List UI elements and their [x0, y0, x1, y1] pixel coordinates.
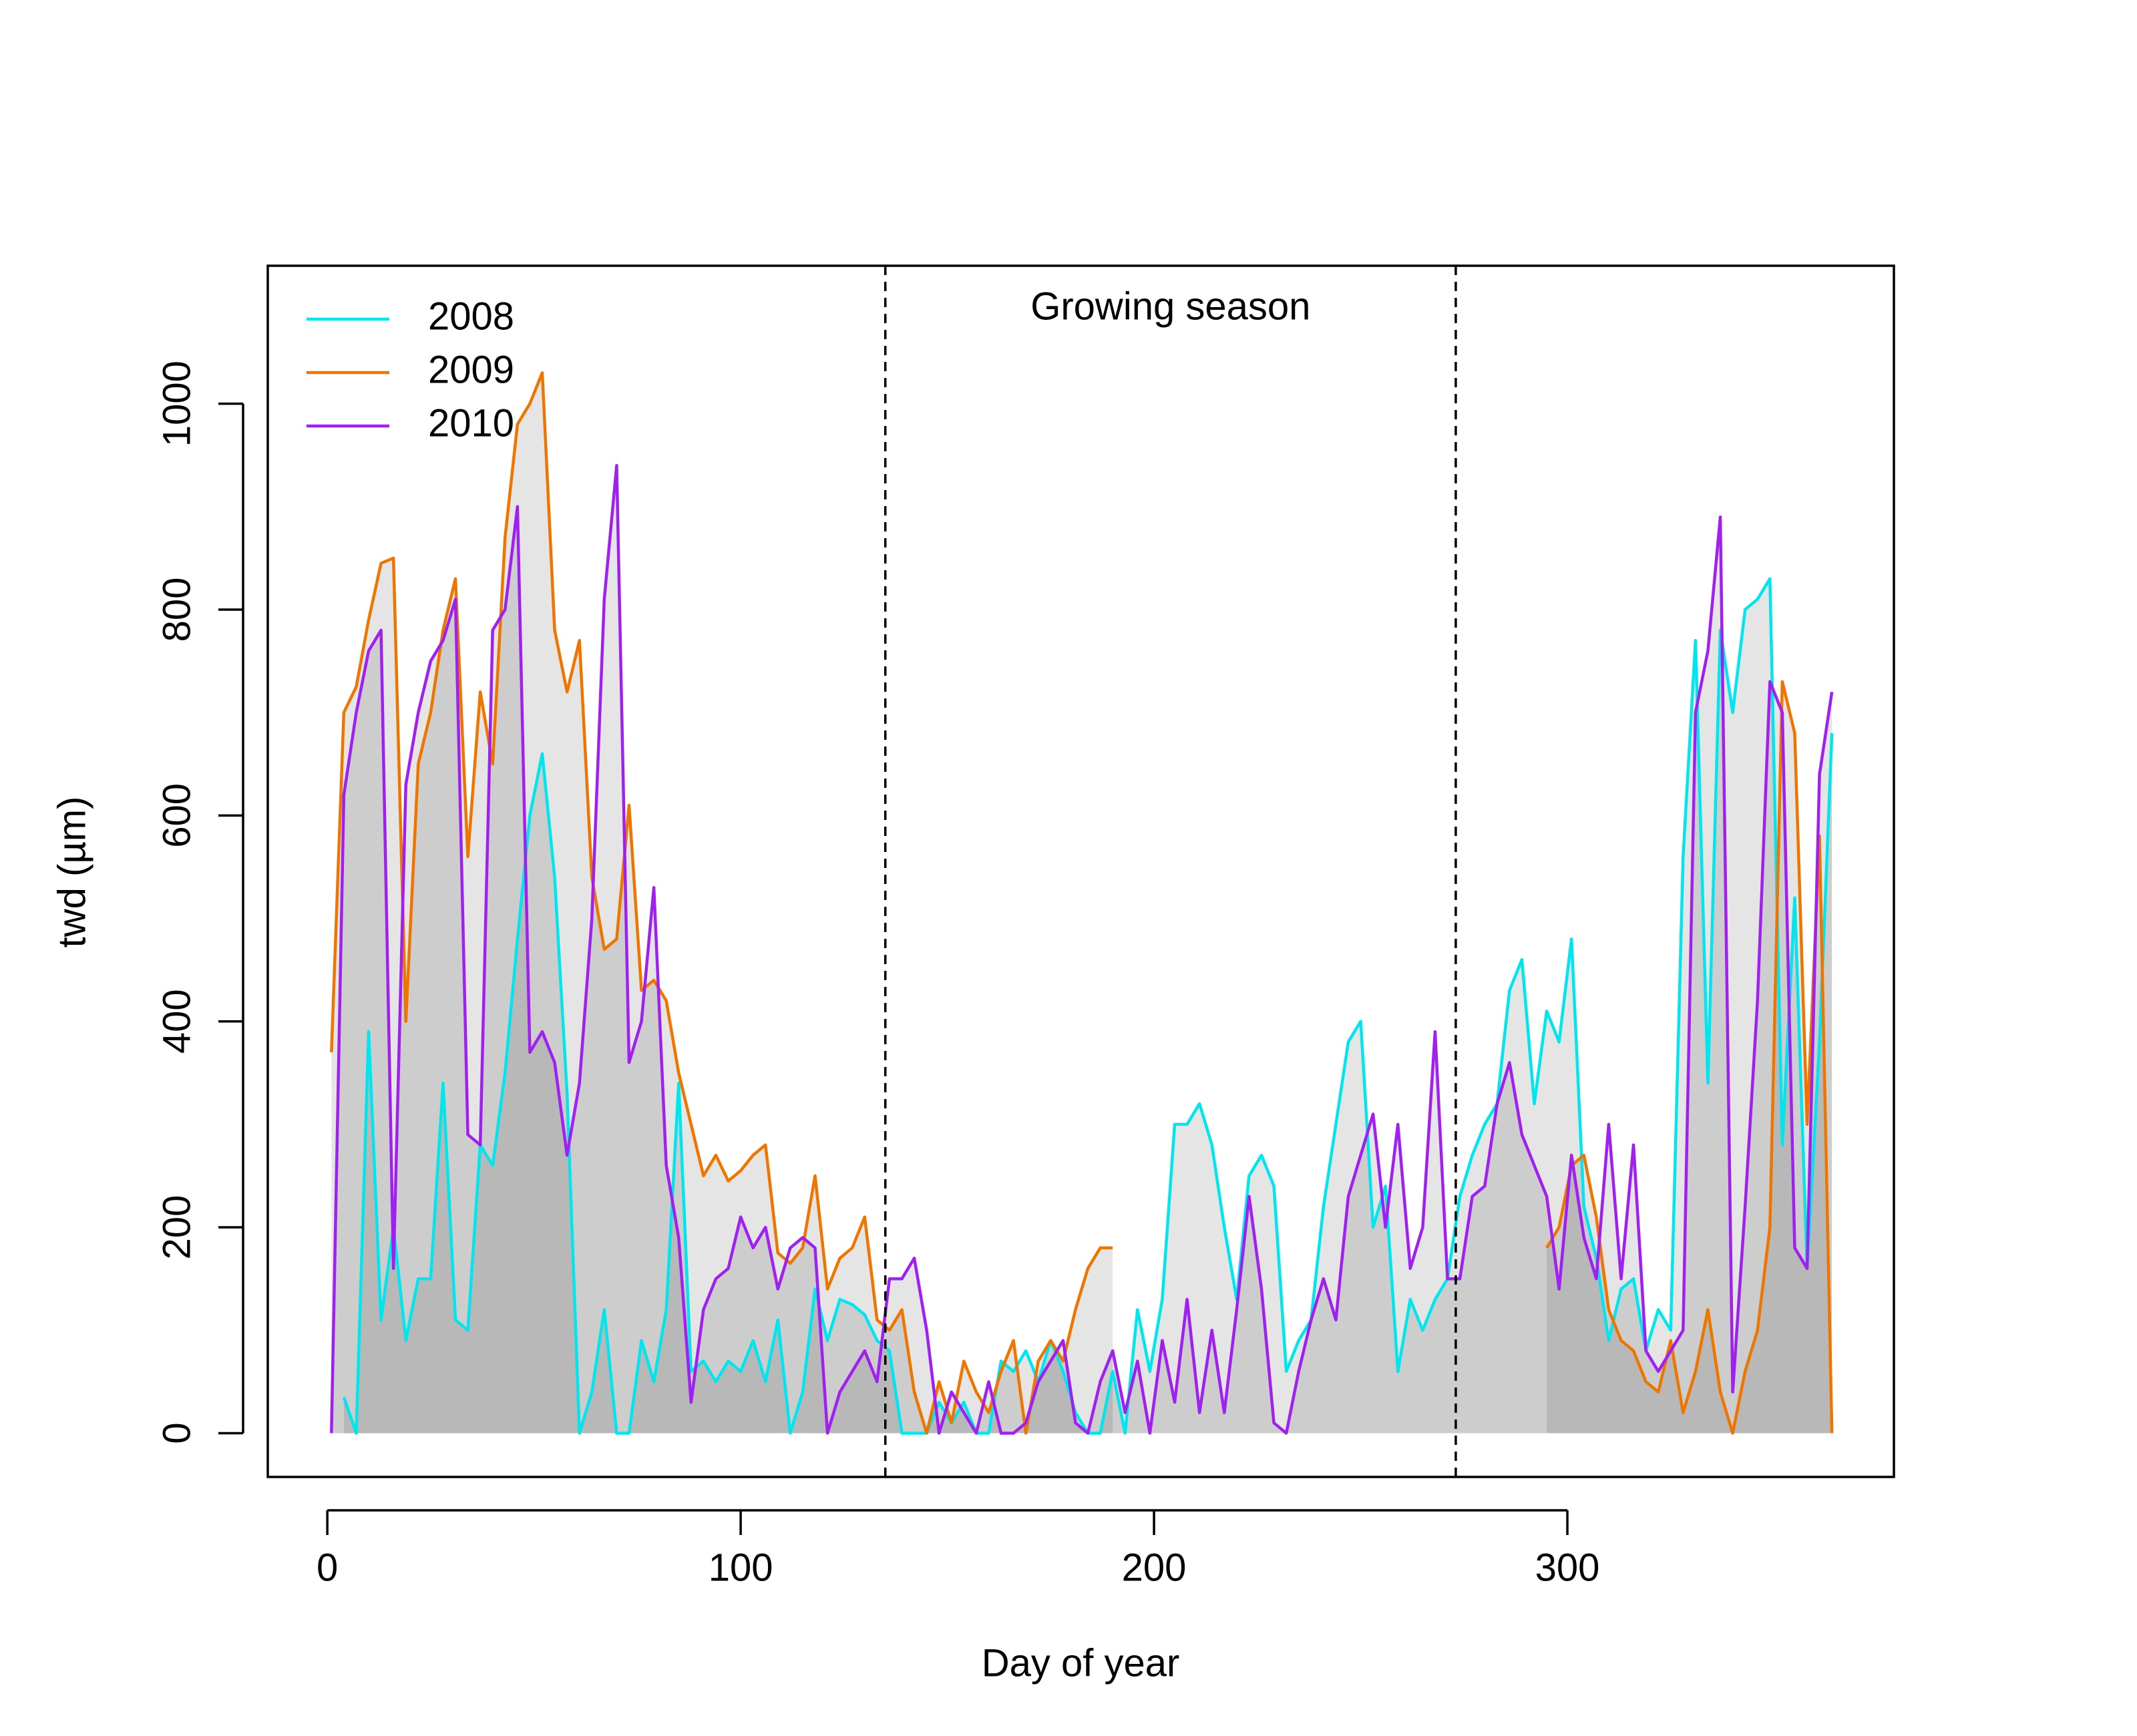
x-axis-title: Day of year: [982, 1641, 1180, 1685]
y-tick-label: 800: [155, 578, 198, 642]
y-axis-title: twd (µm): [50, 797, 93, 948]
annotation: Growing season: [1030, 284, 1310, 328]
area: [331, 465, 1832, 1434]
legend-label: 2009: [428, 348, 514, 391]
y-tick-label: 600: [155, 783, 198, 848]
x-tick-label: 0: [317, 1546, 338, 1589]
line: [330, 463, 1834, 1435]
annotations: Growing season: [884, 266, 1457, 1477]
x-tick-label: 100: [709, 1546, 773, 1589]
y-tick-label: 1000: [155, 361, 198, 447]
y-tick-label: 0: [155, 1422, 198, 1444]
legend: 2008 2009 2010: [307, 294, 514, 445]
plot-frame: [266, 264, 1895, 1478]
legend-label: 2010: [428, 401, 514, 445]
axes: 0 100 200 300 0 200 400 600 800 1000: [155, 361, 1599, 1589]
area: [343, 578, 1832, 1434]
y-tick-label: 200: [155, 1195, 198, 1260]
y-tick-label: 400: [155, 989, 198, 1054]
legend-label: 2008: [428, 294, 514, 338]
area: [331, 373, 1113, 1434]
lines: [330, 371, 1834, 1435]
x-tick-label: 300: [1535, 1546, 1600, 1589]
line: [1545, 680, 1834, 1435]
x-tick-label: 200: [1122, 1546, 1187, 1589]
